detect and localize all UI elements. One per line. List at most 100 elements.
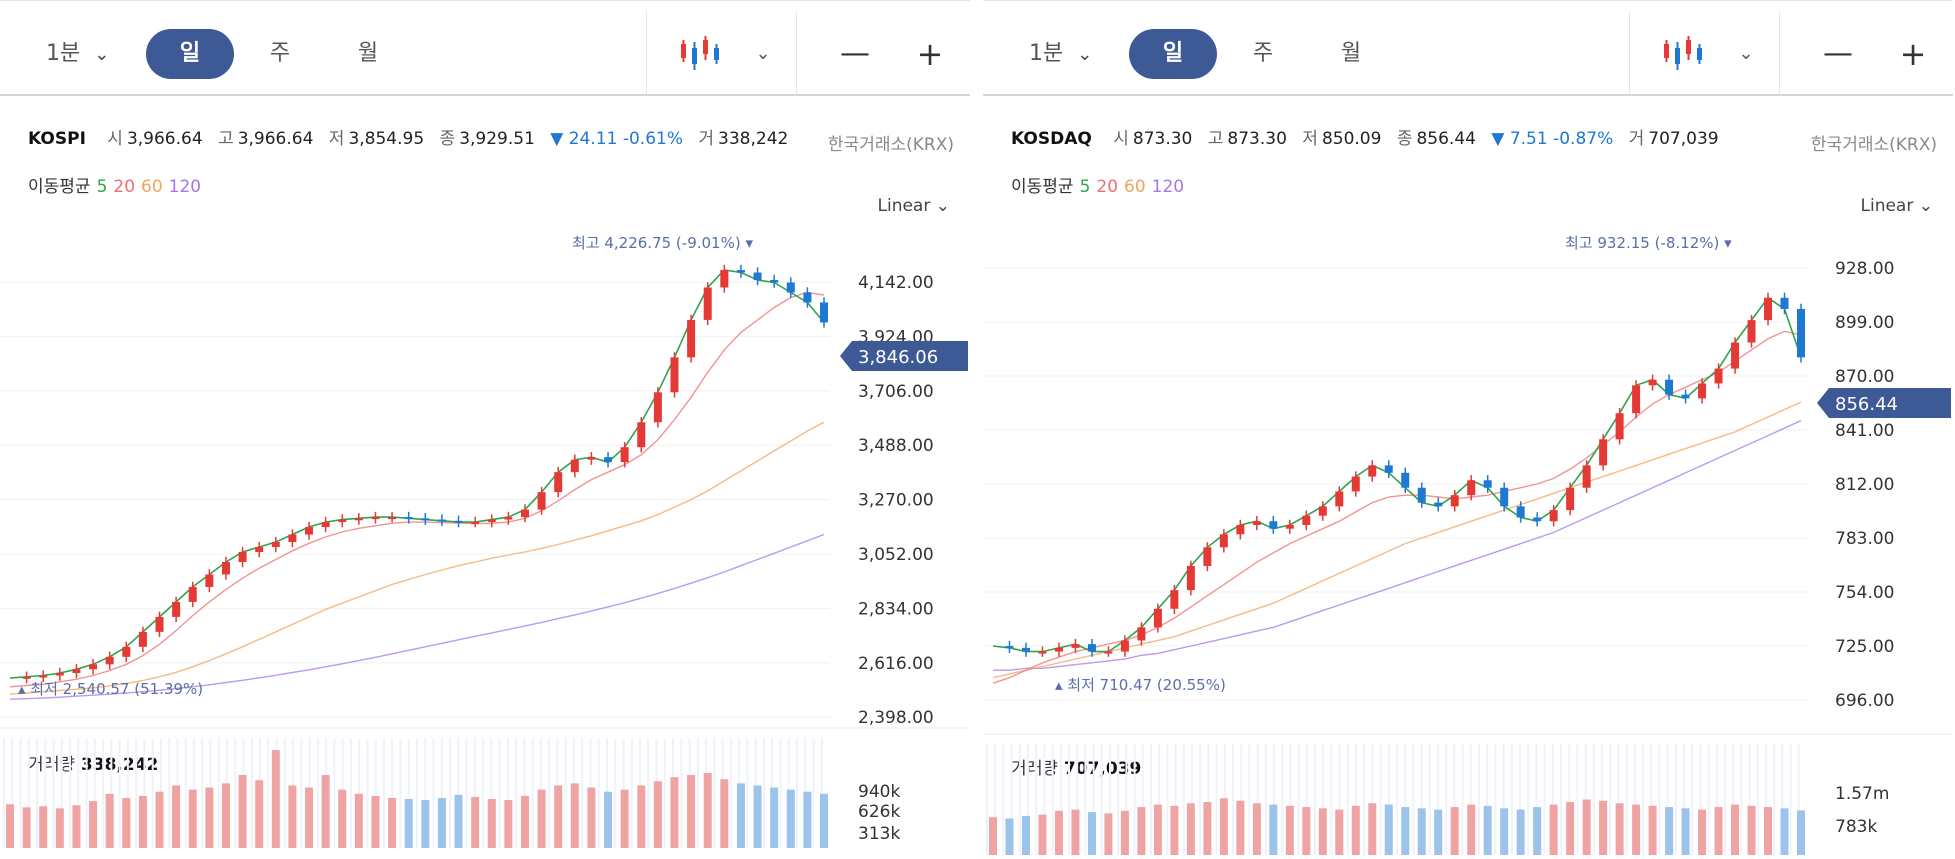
candle <box>1450 495 1459 507</box>
price-chart-kosdaq[interactable]: 928.00 899.00 870.00 841.00 812.00 783.00 754.… <box>983 0 1953 859</box>
ma-line-60 <box>992 401 1802 679</box>
volume-bar <box>371 795 380 848</box>
close-value: 3,929.51 <box>459 129 535 149</box>
ma-60: 60 <box>141 177 163 197</box>
candle <box>1681 394 1690 399</box>
min-price-label: ▴ 최저 2,540.57 (51.39%) <box>18 680 203 698</box>
moving-average-legend[interactable]: 이동평균 5 20 60 120 <box>28 172 201 197</box>
volume-bar <box>1698 809 1707 855</box>
candle <box>72 669 81 674</box>
interval-dropdown[interactable]: 1분 ⌄ <box>46 29 136 79</box>
volume-bar <box>1038 814 1047 855</box>
chart-type-chevron-icon[interactable]: ⌄ <box>1738 43 1754 64</box>
volume-bar <box>1285 805 1294 855</box>
volume-bar <box>687 775 696 848</box>
volume-bar <box>1351 805 1360 855</box>
tab-week[interactable]: 주 <box>269 41 291 66</box>
candle <box>1384 465 1393 473</box>
volume-bar <box>703 772 712 848</box>
interval-dropdown[interactable]: 1분 ⌄ <box>1029 29 1119 79</box>
close-label: 종 <box>439 129 456 149</box>
volume-bar <box>172 785 181 848</box>
candle <box>637 422 646 448</box>
zoom-in-button[interactable]: + <box>916 35 944 73</box>
candle <box>421 518 430 521</box>
candle <box>1120 640 1129 652</box>
volume-bar <box>1005 818 1014 855</box>
scale-dropdown[interactable]: Linear ⌄ <box>1861 196 1934 216</box>
chart-type-chevron-icon[interactable]: ⌄ <box>755 43 771 64</box>
ma-5: 5 <box>1079 177 1091 197</box>
price-chart-kospi[interactable]: 4,142.003,924.003,706.003,488.003,270.00… <box>0 0 970 859</box>
volume-bar <box>786 789 795 848</box>
tab-day[interactable]: 일 <box>146 29 234 79</box>
volume-bar <box>1764 807 1773 855</box>
tab-month[interactable]: 월 <box>1340 41 1362 66</box>
chart-type-button[interactable] <box>672 29 728 79</box>
volume-bar <box>1071 809 1080 855</box>
volume-bar <box>1566 802 1575 855</box>
candle <box>1615 413 1624 440</box>
candle <box>122 646 131 657</box>
max-price-label: 최고 932.15 (-8.12%) ▾ <box>1565 234 1732 252</box>
volume-bar <box>1500 808 1509 855</box>
volume-bar <box>820 793 828 848</box>
chart-toolbar: 1분 ⌄ 일 주 월 ⌄ — + <box>983 0 1953 96</box>
candle <box>338 519 347 523</box>
volume-bar <box>537 789 546 848</box>
candle <box>1780 297 1789 309</box>
max-price-label: 최고 4,226.75 (-9.01%) ▾ <box>572 234 753 252</box>
chart-type-button[interactable] <box>1655 29 1711 79</box>
candle <box>1269 521 1278 529</box>
volume-label: 거 <box>698 129 715 149</box>
candle <box>205 574 214 587</box>
tab-month[interactable]: 월 <box>357 41 379 66</box>
tab-day[interactable]: 일 <box>1129 29 1217 79</box>
candle <box>1747 320 1756 343</box>
candle <box>1698 383 1707 399</box>
candle <box>155 616 164 632</box>
candle <box>89 664 98 670</box>
ma-20: 20 <box>113 177 136 197</box>
candle <box>604 457 613 463</box>
volume-bar <box>288 785 297 848</box>
volume-bar <box>1318 808 1327 855</box>
current-price-badge: 856.44 <box>1817 388 1951 418</box>
candle <box>271 542 280 548</box>
volume-bar <box>271 750 280 848</box>
candle <box>1054 647 1063 652</box>
toolbar-divider <box>646 11 647 95</box>
volume-bar <box>1467 804 1476 855</box>
ma-60: 60 <box>1124 177 1146 197</box>
volume-tick-label: 940k <box>858 782 900 802</box>
tab-week[interactable]: 주 <box>1252 41 1274 66</box>
price-tick-label: 3,706.00 <box>858 382 934 402</box>
candle <box>1599 439 1608 466</box>
candle <box>786 282 795 293</box>
candle <box>520 509 529 518</box>
candle <box>1170 590 1179 609</box>
moving-average-legend[interactable]: 이동평균 5 20 60 120 <box>1011 172 1184 197</box>
volume-bar <box>221 783 230 848</box>
volume-bar <box>1269 804 1278 855</box>
zoom-in-button[interactable]: + <box>1899 35 1927 73</box>
candle <box>1648 379 1657 386</box>
volume-bar <box>587 787 596 848</box>
volume-value: 707,039 <box>1648 129 1719 149</box>
price-tick-label: 3,052.00 <box>858 545 934 565</box>
zoom-out-button[interactable]: — <box>1823 36 1853 71</box>
ma-line-120 <box>993 420 1802 671</box>
volume-bar <box>1780 808 1789 855</box>
volume-bar <box>1797 810 1805 855</box>
candle <box>221 561 230 575</box>
scale-dropdown[interactable]: Linear ⌄ <box>878 196 951 216</box>
toolbar-divider <box>796 11 797 95</box>
volume-bar <box>1368 803 1377 855</box>
candle <box>1153 608 1162 628</box>
chevron-down-icon: ⌄ <box>935 196 950 216</box>
chart-panel-kosdaq: 1분 ⌄ 일 주 월 ⌄ — + KOSDAQ 시 873.30 고 873.30 저… <box>983 0 1953 859</box>
zoom-out-button[interactable]: — <box>840 36 870 71</box>
chart-toolbar: 1분 ⌄ 일 주 월 ⌄ — + <box>0 0 970 96</box>
chevron-down-icon: ⌄ <box>1077 44 1093 65</box>
volume-bar <box>122 797 131 848</box>
